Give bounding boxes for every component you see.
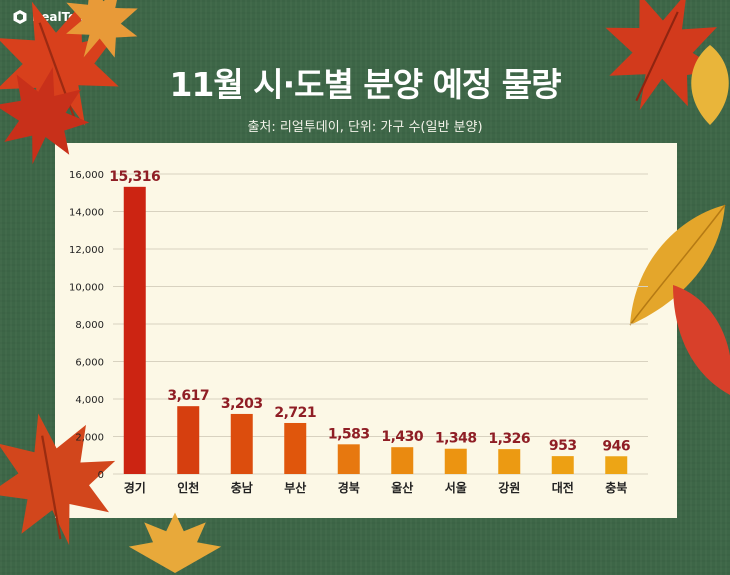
bar (123, 186, 146, 474)
bar (498, 449, 521, 474)
x-tick-label: 서울 (445, 480, 467, 495)
data-label: 1,430 (381, 429, 424, 445)
yellow-leaf-top-right-icon (691, 45, 729, 125)
bar (605, 456, 628, 474)
bar-chart: 0 2,000 4,000 6,000 8,000 10,000 12,000 14,000 1… (69, 169, 648, 495)
page-title: 11월 시·도별 분양 예정 물량 (169, 65, 561, 104)
y-tick-label: 14,000 (69, 208, 104, 219)
data-label: 1,326 (488, 431, 530, 447)
x-tick-label: 인천 (177, 480, 199, 495)
red-leaf-right-icon (673, 285, 730, 395)
y-tick-label: 0 (98, 470, 104, 481)
maple-leaf-top-left-2-icon (66, 0, 138, 58)
maple-leaf-top-right-icon (605, 0, 721, 111)
bar (337, 444, 360, 474)
maple-leaf-left-icon (0, 67, 90, 165)
yellow-leaf-right-icon (629, 204, 726, 326)
data-label: 946 (602, 438, 630, 454)
x-tick-label: 부산 (284, 480, 306, 495)
x-tick-label: 대전 (552, 480, 574, 495)
data-label: 1,583 (328, 426, 370, 442)
bar (391, 447, 414, 474)
maple-leaf-bottom-left-icon (0, 413, 116, 546)
data-label: 15,316 (109, 169, 160, 185)
chart-panel (55, 143, 677, 518)
y-tick-label: 8,000 (75, 320, 104, 331)
x-tick-label: 경북 (338, 481, 360, 495)
bar (230, 413, 253, 474)
x-tick-label: 울산 (391, 480, 413, 495)
data-label: 1,348 (435, 431, 477, 447)
page-subtitle: 출처: 리얼투데이, 단위: 가구 수(일반 분양) (247, 120, 483, 135)
data-label: 2,721 (274, 405, 316, 421)
data-label: 3,203 (221, 396, 263, 412)
y-tick-label: 4,000 (75, 395, 104, 406)
bar (177, 406, 200, 474)
y-tick-label: 2,000 (75, 433, 104, 444)
realtoday-logo-icon (13, 10, 27, 24)
x-tick-label: 강원 (498, 481, 520, 495)
x-tick-label: 충남 (231, 480, 253, 495)
y-tick-label: 10,000 (69, 283, 104, 294)
data-label: 3,617 (167, 388, 209, 404)
y-tick-label: 6,000 (75, 358, 104, 369)
x-tick-label: 충북 (605, 480, 627, 495)
y-tick-label: 12,000 (69, 245, 104, 256)
x-tick-label: 경기 (124, 480, 146, 495)
bar (284, 422, 307, 474)
bar (551, 456, 574, 474)
bar (444, 448, 467, 474)
data-label: 953 (549, 438, 577, 454)
y-tick-label: 16,000 (69, 170, 104, 181)
